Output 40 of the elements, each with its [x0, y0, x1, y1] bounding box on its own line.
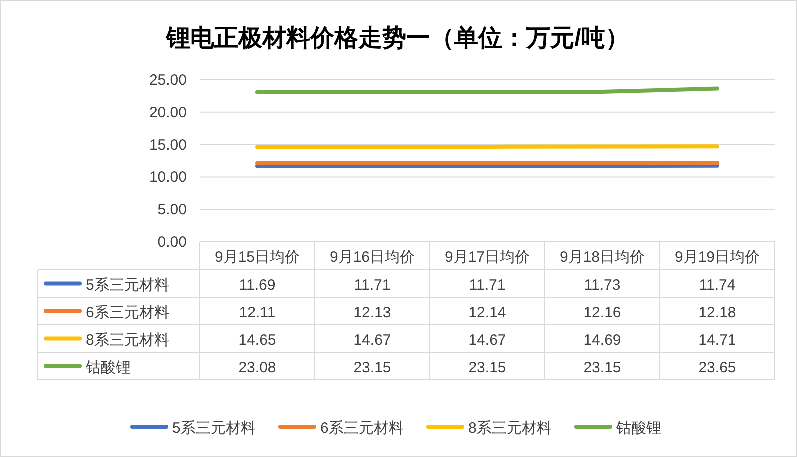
- legend-label: 5系三元材料: [86, 276, 170, 294]
- data-label: 14.67: [468, 332, 506, 349]
- data-label: 14.71: [698, 332, 736, 349]
- y-tick-label: 5.00: [158, 202, 187, 219]
- data-label: 23.15: [584, 359, 622, 376]
- data-label: 12.16: [584, 304, 622, 322]
- x-tick-label: 9月16日均价: [330, 249, 416, 266]
- data-label: 11.74: [699, 276, 736, 294]
- data-label: 23.65: [698, 359, 736, 376]
- text: 6系三元材料: [320, 420, 404, 437]
- y-tick-label: 20.00: [149, 104, 187, 122]
- data-label: 14.65: [238, 332, 276, 349]
- data-label: 12.18: [698, 304, 736, 322]
- data-label: 14.69: [584, 332, 622, 349]
- data-label: 11.71: [354, 276, 391, 294]
- x-tick-label: 9月15日均价: [214, 249, 300, 266]
- y-tick-label: 10.00: [149, 169, 187, 186]
- x-tick-label: 9月17日均价: [444, 249, 530, 266]
- legend-label: 8系三元材料: [86, 332, 170, 349]
- text: 钴酸锂: [616, 420, 662, 437]
- data-label: 23.08: [238, 359, 276, 376]
- y-tick-label: 15.00: [149, 136, 187, 154]
- data-label: 11.71: [469, 276, 506, 294]
- data-label: 23.15: [468, 359, 506, 376]
- chart-title: 锂电正极材料价格走势一（单位：万元/吨）: [166, 25, 630, 52]
- legend-label: 钴酸锂: [85, 359, 131, 376]
- y-tick-label: 25.00: [149, 72, 187, 89]
- data-label: 11.69: [239, 276, 276, 294]
- data-label: 12.14: [468, 304, 506, 322]
- data-label: 23.15: [354, 359, 392, 376]
- data-label: 12.11: [239, 304, 276, 322]
- legend-label: 6系三元材料: [86, 304, 170, 322]
- x-tick-label: 9月18日均价: [560, 249, 646, 266]
- text: 8系三元材料: [468, 420, 552, 437]
- data-label: 12.13: [354, 304, 392, 322]
- data-label: 11.73: [584, 276, 621, 294]
- text: 5系三元材料: [172, 420, 256, 437]
- data-label: 14.67: [354, 332, 392, 349]
- x-tick-label: 9月19日均价: [674, 249, 760, 266]
- y-tick-label: 0.00: [158, 234, 187, 251]
